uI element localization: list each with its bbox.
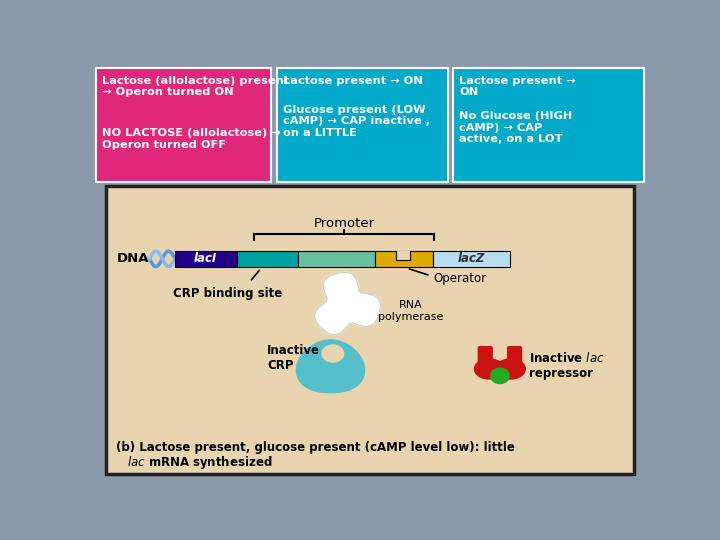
Bar	[298, 251, 375, 267]
Text: RNA
polymerase: RNA polymerase	[378, 300, 444, 322]
Bar	[489, 361, 510, 375]
FancyBboxPatch shape	[96, 68, 271, 182]
Bar	[175, 251, 237, 267]
Ellipse shape	[490, 368, 509, 383]
Bar	[433, 251, 510, 267]
Bar	[396, 251, 410, 260]
Text: lacZ: lacZ	[458, 252, 485, 265]
Text: DNA: DNA	[117, 252, 150, 265]
Bar	[375, 251, 433, 267]
FancyBboxPatch shape	[276, 68, 448, 182]
Text: Promoter: Promoter	[313, 217, 374, 230]
Ellipse shape	[496, 359, 526, 379]
FancyBboxPatch shape	[508, 347, 521, 365]
Text: NO LACTOSE (allolactose) →
Operon turned OFF: NO LACTOSE (allolactose) → Operon turned…	[102, 128, 281, 150]
Text: Inactive $\it{lac}$
repressor: Inactive $\it{lac}$ repressor	[529, 350, 605, 380]
Text: Lactose (allolactose) present
→ Operon turned ON: Lactose (allolactose) present → Operon t…	[102, 76, 289, 97]
Ellipse shape	[474, 359, 504, 379]
Text: CRP binding site: CRP binding site	[173, 287, 282, 300]
Bar	[106, 186, 634, 475]
Text: $\mathit{lac}$ mRNA synthesized: $\mathit{lac}$ mRNA synthesized	[127, 454, 273, 471]
Polygon shape	[297, 340, 364, 393]
Text: Operator: Operator	[433, 272, 486, 285]
FancyBboxPatch shape	[453, 68, 644, 182]
Text: Lactose present → ON: Lactose present → ON	[283, 76, 423, 85]
Polygon shape	[315, 272, 380, 335]
Bar	[237, 251, 298, 267]
Text: No Glucose (HIGH
cAMP) → CAP
active, on a LOT: No Glucose (HIGH cAMP) → CAP active, on …	[459, 111, 572, 144]
Text: Glucose present (LOW
cAMP) → CAP inactive ,
on a LITTLE: Glucose present (LOW cAMP) → CAP inactiv…	[283, 105, 430, 138]
Text: (b) Lactose present, glucose present (cAMP level low): little: (b) Lactose present, glucose present (cA…	[117, 441, 516, 454]
Ellipse shape	[322, 345, 343, 362]
Text: lacI: lacI	[194, 252, 217, 265]
FancyBboxPatch shape	[478, 347, 492, 365]
Text: Lactose present →
ON: Lactose present → ON	[459, 76, 576, 97]
Text: Inactive
CRP: Inactive CRP	[267, 344, 320, 372]
